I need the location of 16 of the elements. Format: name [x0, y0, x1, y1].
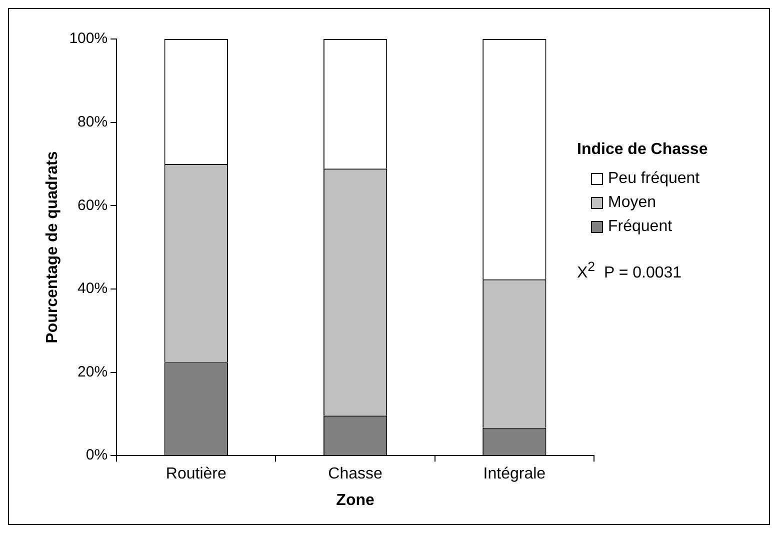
text: Peu fréquent: [608, 170, 700, 188]
x-axis-title: Zone: [336, 492, 374, 509]
annotation: X$^{2}$ P = 0.0031: [577, 259, 682, 282]
x-tick-label: Routière: [166, 466, 226, 483]
legend-label: Moyen: [608, 194, 656, 212]
y-tick-label: 0%: [86, 446, 108, 464]
y-tick-label: 60%: [78, 196, 108, 214]
y-tick-label: 100%: [69, 30, 108, 48]
x-tick-label: Intégrale: [483, 466, 546, 483]
legend-label: Fréquent: [608, 218, 672, 236]
legend-title: Indice de Chasse: [577, 141, 708, 159]
x-tick-label: Chasse: [328, 466, 383, 483]
y-axis-title: Pourcentage de quadrats: [44, 151, 62, 344]
y-tick-label: 80%: [78, 113, 108, 130]
y-tick-label: 40%: [78, 280, 108, 298]
y-tick-label: 20%: [78, 363, 108, 380]
